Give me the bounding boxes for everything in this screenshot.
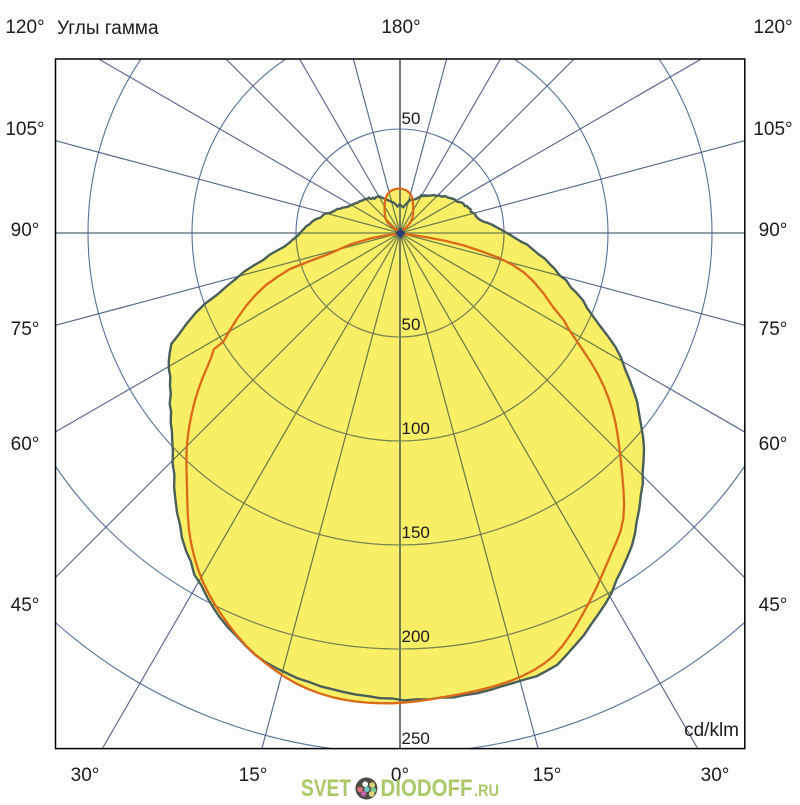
svg-text:50: 50 (402, 109, 421, 128)
svg-text:45°: 45° (759, 595, 788, 616)
svg-text:100: 100 (402, 419, 430, 438)
svg-text:45°: 45° (11, 595, 40, 616)
svg-text:120°: 120° (753, 17, 792, 38)
svg-text:30°: 30° (701, 765, 730, 786)
svg-text:DIODOFF: DIODOFF (381, 775, 473, 800)
svg-text:.RU: .RU (474, 781, 499, 800)
svg-text:15°: 15° (239, 765, 268, 786)
svg-text:250: 250 (402, 729, 430, 748)
svg-text:90°: 90° (759, 220, 788, 241)
svg-text:120°: 120° (5, 17, 44, 38)
svg-text:0°: 0° (391, 765, 409, 786)
svg-text:50: 50 (402, 315, 421, 334)
svg-text:SVET: SVET (301, 775, 351, 800)
svg-text:30°: 30° (71, 765, 100, 786)
svg-text:105°: 105° (753, 119, 792, 140)
svg-text:75°: 75° (11, 319, 40, 340)
svg-text:Углы гамма: Углы гамма (57, 18, 159, 39)
svg-text:90°: 90° (11, 220, 40, 241)
svg-text:60°: 60° (759, 434, 788, 455)
svg-text:75°: 75° (759, 319, 788, 340)
svg-text:150: 150 (402, 523, 430, 542)
svg-text:60°: 60° (11, 434, 40, 455)
svg-text:200: 200 (402, 627, 430, 646)
svg-text:105°: 105° (5, 119, 44, 140)
svg-text:15°: 15° (533, 765, 562, 786)
svg-text:180°: 180° (381, 17, 420, 38)
svg-text:cd/klm: cd/klm (684, 720, 739, 741)
